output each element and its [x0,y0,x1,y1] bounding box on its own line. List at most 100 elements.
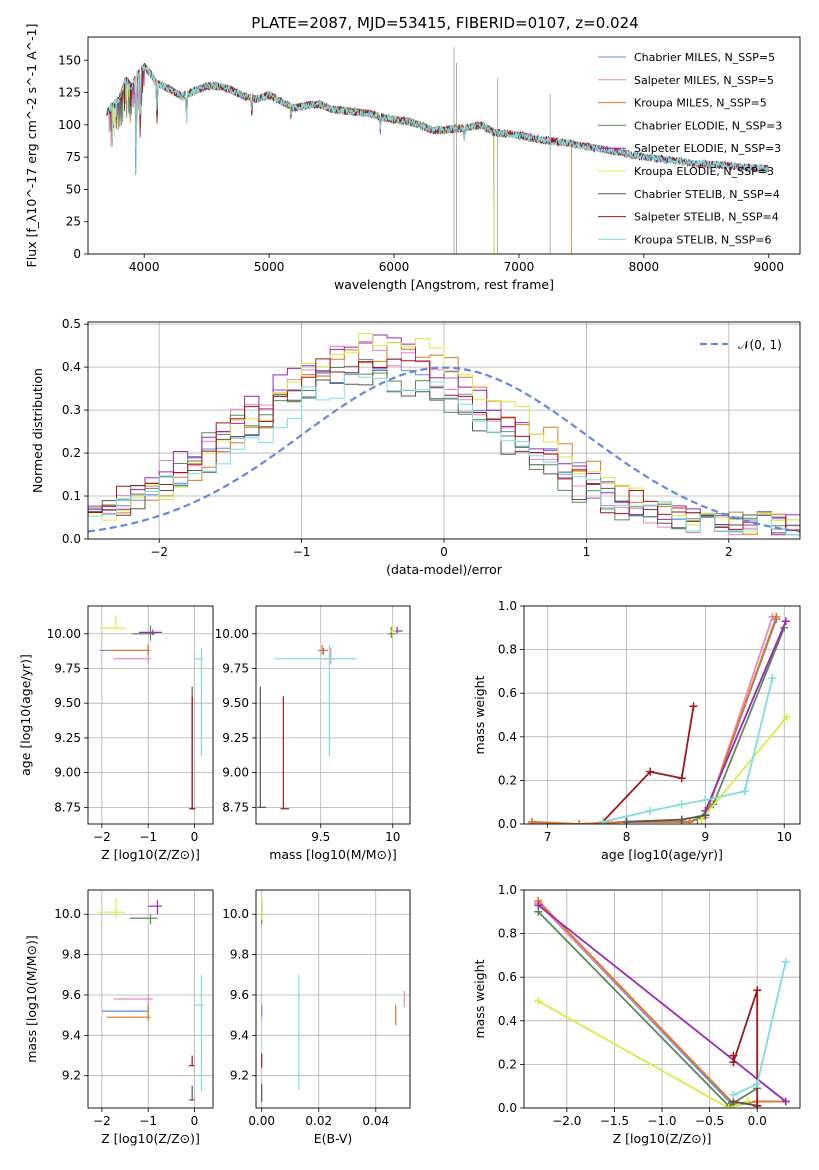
x-tick-label: 6000 [379,260,410,274]
y-tick-label: 100 [58,118,81,132]
weight-marker-kroupa-miles [527,817,536,824]
y-tick-label: 0.2 [62,446,81,460]
y-tick-label: 0.2 [498,1057,517,1071]
y-tick-label: 9.00 [222,766,249,780]
y-tick-label: 8.75 [54,800,81,814]
residuals-panel: −2 −1 0 1 2 0.0 0.1 0.2 0.3 0.4 0.5 (data-model)/er… [30,317,801,577]
mass-weight-vs-z-panel: −2.0 −1.5 −1.0 −0.5 0.0 0.0 0.2 0.4 0.6 0.8 1.0 Z [… [472,883,801,1146]
y-tick-label: 10.0 [222,907,249,921]
legend-label: Salpeter ELODIE, N_SSP=3 [634,142,781,155]
x-tick-label: −2 [150,545,168,559]
x-axis-label: Z [log10(Z/Z⊙)] [613,1131,712,1146]
y-axis-label: mass weight [472,675,487,754]
weight-marker-kroupa-miles [575,820,584,824]
y-tick-label: 8.75 [222,800,249,814]
weight-line-kroupa-stelib [733,961,787,1096]
histogram-chabrier-elodie [88,365,800,536]
spectrum-panel: 4000 5000 6000 7000 8000 9000 0 25 50 75 100 125 150… [24,24,801,292]
y-tick-label: 9.50 [222,696,249,710]
weight-marker-kroupa-stelib [753,1080,762,1089]
y-tick-label: 9.4 [62,1028,81,1042]
mass-vs-ebv-panel: 0.00 0.02 0.04 9.2 9.4 9.6 9.8 10.0 E(B-V) [222,889,411,1146]
weight-marker-kroupa-stelib [701,796,710,805]
weight-marker-kroupa-stelib [646,806,655,815]
axes-frame [87,889,214,1109]
plot-area [106,47,770,254]
y-tick-label: 9.8 [62,948,81,962]
weight-marker-kroupa-stelib [740,787,749,796]
weight-marker-salpeter-elodie [781,1097,790,1106]
axes-frame [523,605,801,825]
y-tick-label: 9.6 [62,988,81,1002]
x-tick-label: −2 [93,1114,111,1128]
age-vs-z-panel: −2 −1 0 8.75 9.00 9.25 9.50 9.75 10.00 Z [log10(Z… [18,605,214,862]
y-tick-label: 75 [66,150,81,164]
spectrum-line-chabrier-elodie [106,62,495,254]
axes-frame [87,605,214,825]
weight-marker-kroupa-miles [685,817,694,824]
x-tick-label: 0 [440,545,448,559]
spectrum-line-kroupa-elodie [107,64,495,254]
weight-marker-kroupa-stelib [677,800,686,809]
plot-area [534,896,790,1108]
axes-frame [87,321,801,540]
weight-marker-kroupa-elodie [724,1104,733,1108]
weight-marker-kroupa-stelib [781,957,790,966]
x-tick-label: −1 [293,545,311,559]
axes-frame [255,605,411,825]
legend-label: Chabrier STELIB, N_SSP=4 [634,188,780,201]
weight-marker-salpeter-elodie [781,617,790,626]
weight-marker-salpeter-elodie [534,901,543,910]
axes-frame [87,36,801,255]
y-tick-label: 10.00 [215,627,249,641]
legend-label: Salpeter MILES, N_SSP=5 [634,74,774,87]
figure-title: PLATE=2087, MJD=53415, FIBERID=0107, z=0… [251,14,638,32]
legend-label: Kroupa STELIB, N_SSP=6 [634,233,772,246]
x-axis-label: (data-model)/error [386,562,503,577]
legend-label: Chabrier MILES, N_SSP=5 [634,51,775,64]
age-vs-mass-panel: 9.5 10 8.75 9.00 9.25 9.50 9.75 10.00 mass [log1… [215,605,411,862]
axes-frame [523,889,801,1109]
x-axis-label: mass [log10(M/M⊙)] [269,847,397,862]
y-tick-label: 0 [73,247,81,261]
axes-frame [255,889,411,1109]
legend-label: Kroupa MILES, N_SSP=5 [634,97,767,110]
y-tick-label: 9.25 [54,731,81,745]
weight-marker-chabrier-stelib [677,815,686,824]
y-tick-label: 10.00 [47,627,81,641]
spectrum-line-kroupa-stelib [107,64,770,174]
weight-line-salpeter-stelib [602,706,695,823]
plot-area [261,898,405,1102]
legend-label: 𝒩(0, 1) [738,338,782,352]
y-tick-label: 9.00 [54,766,81,780]
weight-marker-kroupa-elodie [534,997,543,1006]
x-tick-label: 9 [702,830,710,844]
x-tick-label: −1.5 [600,1114,629,1128]
x-tick-label: 8 [623,830,631,844]
x-axis-label: age [log10(age/yr)] [601,847,723,862]
y-tick-label: 10.0 [54,907,81,921]
legend-label: Chabrier ELODIE, N_SSP=3 [634,119,782,132]
weight-line-chabrier-elodie [537,911,758,1107]
y-tick-label: 9.4 [230,1028,249,1042]
weight-marker-salpeter-stelib [646,767,655,776]
y-tick-label: 1.0 [498,883,517,897]
y-axis-label: Flux [f_λ10^-17 erg cm^-2 s^-1 A^-1] [24,24,39,268]
y-tick-label: 9.2 [62,1069,81,1083]
y-tick-label: 0.6 [498,686,517,700]
y-tick-label: 0.3 [62,403,81,417]
x-tick-label: 9.5 [311,830,330,844]
weight-line-kroupa-elodie [700,716,788,821]
y-axis-label: mass weight [472,959,487,1038]
x-tick-label: −1 [139,1114,157,1128]
histogram-salpeter-elodie [88,334,800,536]
y-tick-label: 1.0 [498,599,517,613]
y-axis-label: mass [log10(M/M⊙)] [24,935,39,1063]
y-tick-label: 0.0 [498,1101,517,1115]
normal-curve [88,366,800,533]
y-tick-label: 0.2 [498,773,517,787]
weight-line-salpeter-elodie [537,904,787,1103]
y-tick-label: 9.6 [230,988,249,1002]
y-tick-label: 0.5 [62,317,81,331]
